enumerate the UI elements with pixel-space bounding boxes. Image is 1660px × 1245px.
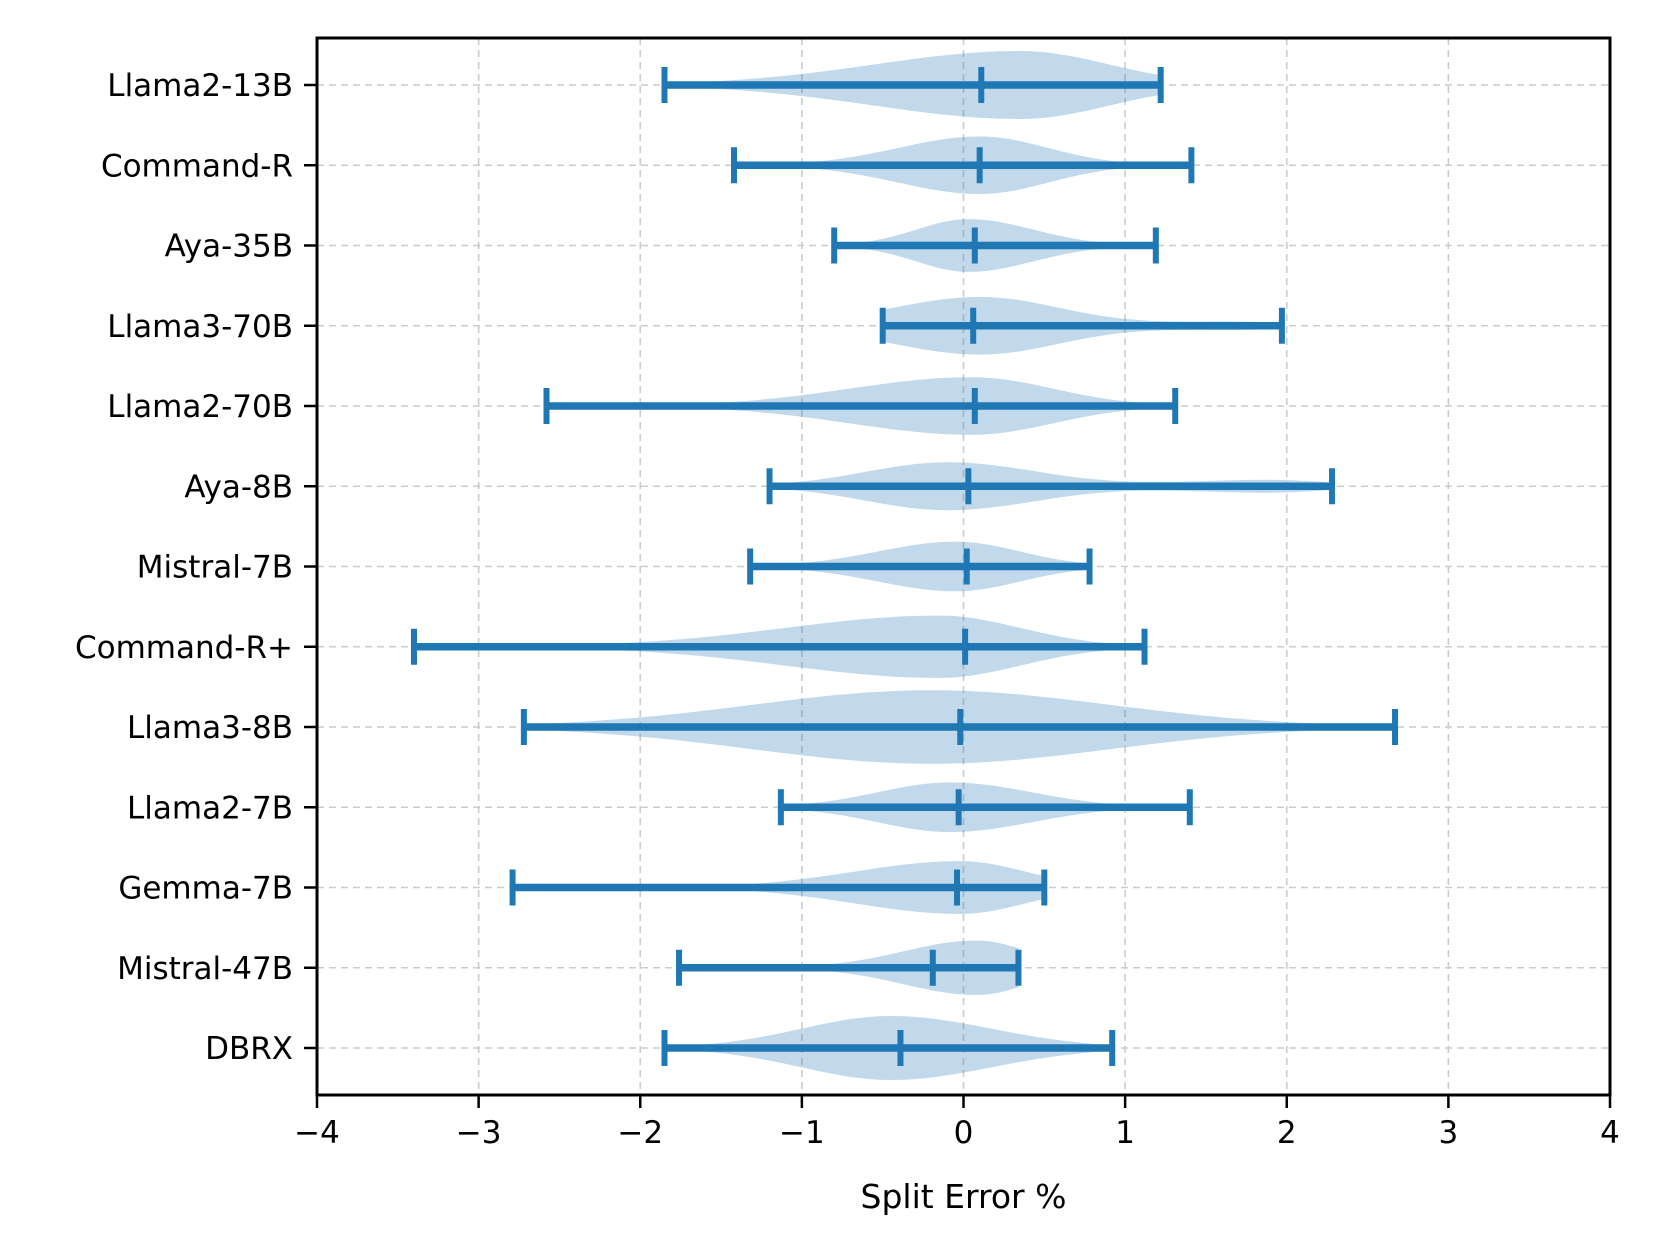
x-tick-label: 4 [1600,1115,1620,1151]
y-tick-label: Aya-8B [184,469,293,505]
violin-row-llama3-70b [879,296,1285,355]
x-tick-label: 3 [1439,1115,1459,1151]
y-tick-label: Mistral-47B [117,951,293,987]
y-tick-label: Mistral-7B [137,550,293,586]
violin-row-aya-35b [831,219,1159,272]
violin-row-command-r [730,136,1195,194]
x-tick-label: 1 [1115,1115,1135,1151]
y-tick-label: Gemma-7B [118,871,293,907]
x-tick-label: −1 [779,1115,825,1151]
violin-row-aya-8b [766,462,1336,511]
violin-row-mistral-47b [676,940,1022,995]
violin-layer [410,51,1399,1080]
violin-row-command-r- [410,615,1148,678]
y-tick-label: Aya-35B [165,229,293,265]
violin-row-mistral-7b [747,541,1093,592]
violin-row-llama2-13b [661,51,1164,119]
y-tick-label: DBRX [205,1031,293,1067]
violin-row-llama2-70b [543,377,1179,435]
x-tick-label: −4 [294,1115,340,1151]
y-tick-label: Command-R [101,148,293,184]
x-tick-label: −2 [617,1115,663,1151]
x-axis-title: Split Error % [861,1177,1067,1216]
violin-row-llama2-7b [777,782,1193,832]
y-tick-label: Llama3-70B [107,309,293,345]
violin-row-gemma-7b [509,861,1048,914]
label-layer: −4 −3 −2 −1 0 1 2 3 4 Llama2-13B Command-R Aya-35B L… [75,68,1620,1151]
tick-layer [304,83,1612,1108]
violin-row-llama3-8b [520,690,1399,764]
y-tick-label: Command-R+ [75,630,293,666]
y-tick-label: Llama2-70B [107,389,293,425]
x-tick-label: −3 [456,1115,502,1151]
violin-row-dbrx [661,1016,1116,1080]
x-tick-label: 2 [1277,1115,1297,1151]
y-tick-label: Llama2-7B [127,790,293,826]
y-tick-label: Llama3-8B [127,710,293,746]
y-tick-label: Llama2-13B [107,68,293,104]
x-tick-label: 0 [954,1115,974,1151]
